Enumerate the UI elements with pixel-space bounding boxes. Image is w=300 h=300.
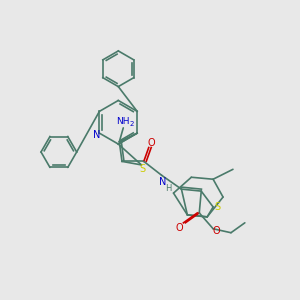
Text: 2: 2: [130, 121, 134, 127]
Text: N: N: [93, 130, 100, 140]
Text: O: O: [212, 226, 220, 236]
Text: NH: NH: [116, 117, 130, 126]
Text: H: H: [165, 184, 172, 193]
Text: O: O: [148, 138, 155, 148]
Text: N: N: [159, 177, 166, 187]
Text: O: O: [176, 223, 183, 233]
Text: S: S: [140, 164, 146, 174]
Text: S: S: [214, 202, 220, 212]
